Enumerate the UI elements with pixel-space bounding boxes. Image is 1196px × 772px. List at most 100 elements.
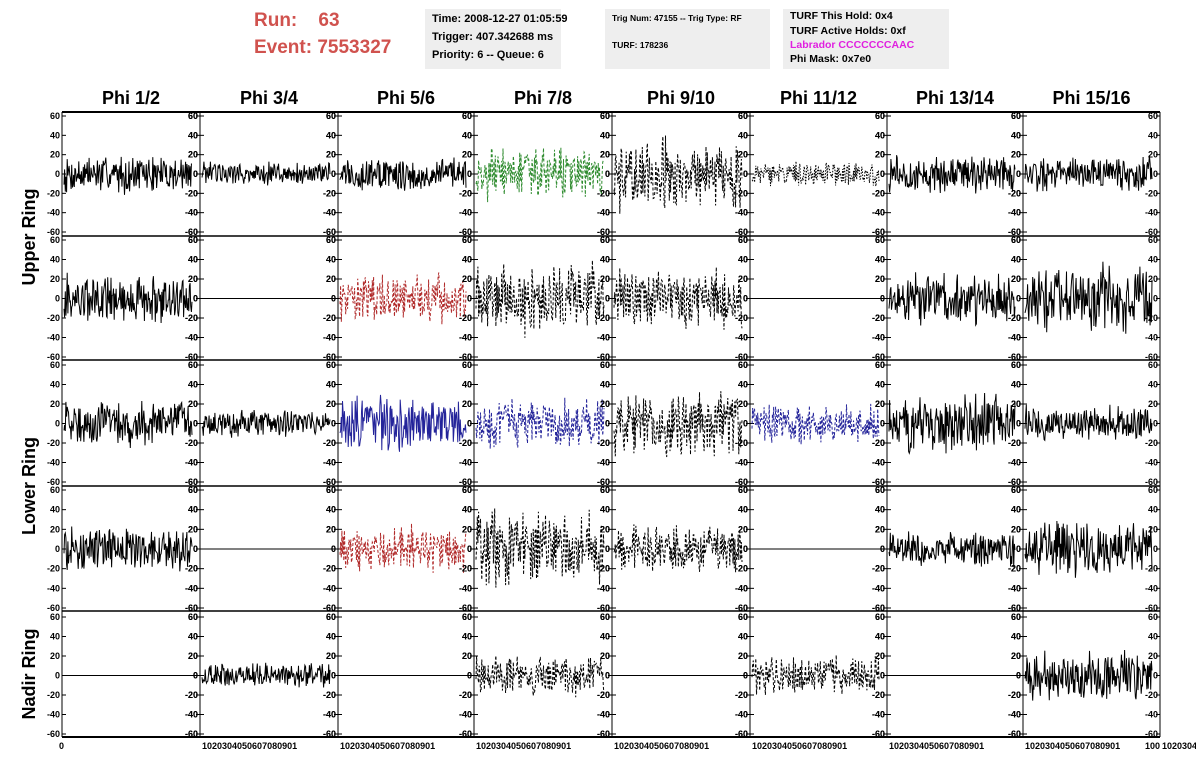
y-tick-label-right: -20 — [1008, 188, 1021, 198]
y-tick-label-right: 0 — [880, 169, 885, 179]
priority-text: Priority: 6 -- Queue: 6 — [432, 49, 544, 61]
y-tick-label-right: 40 — [326, 380, 336, 390]
y-tick-label-left: 40 — [462, 130, 472, 140]
y-tick-label-right: 40 — [326, 632, 336, 642]
y-tick-label-left: -40 — [323, 710, 336, 720]
y-tick-label-right: -40 — [323, 208, 336, 218]
time-info-box: Time: 2008-12-27 01:05:59 Trigger: 407.3… — [425, 9, 568, 69]
waveform-trace — [63, 400, 193, 449]
y-tick-label-right: 20 — [462, 150, 472, 160]
y-tick-label-left: -20 — [47, 690, 60, 700]
column-title: Phi 7/8 — [513, 88, 573, 108]
y-tick-label-right: 20 — [462, 274, 472, 284]
y-tick-label-right: 40 — [462, 632, 472, 642]
y-tick-label-right: -60 — [323, 603, 336, 613]
y-tick-label-left: 20 — [738, 274, 748, 284]
column-title: Phi 3/4 — [239, 88, 299, 108]
y-tick-label-left: 40 — [50, 380, 60, 390]
y-tick-label-left: -20 — [597, 313, 610, 323]
y-tick-label-right: -40 — [1008, 333, 1021, 343]
y-tick-label-left: -20 — [735, 313, 748, 323]
turf-info-box: TURF This Hold: 0x4 TURF Active Holds: 0… — [783, 9, 949, 69]
y-tick-label-right: 0 — [331, 671, 336, 681]
y-tick-label-right: -40 — [597, 583, 610, 593]
y-tick-label-left: 40 — [875, 380, 885, 390]
y-tick-label-left: 40 — [326, 505, 336, 515]
y-tick-label-left: -20 — [735, 564, 748, 574]
y-tick-label-right: 60 — [1011, 612, 1021, 622]
y-tick-label-right: 60 — [462, 360, 472, 370]
y-tick-label-left: 0 — [605, 294, 610, 304]
waveform-trace — [475, 655, 605, 698]
y-tick-label-right: 40 — [188, 255, 198, 265]
y-tick-label-left: -40 — [735, 333, 748, 343]
y-tick-label-right: 60 — [1011, 235, 1021, 245]
y-tick-label-left: 60 — [462, 111, 472, 121]
waveform-trace — [751, 403, 880, 445]
y-tick-label-right: -60 — [872, 477, 885, 487]
y-tick-label-right: 0 — [1153, 419, 1158, 429]
y-tick-label-right: 60 — [326, 485, 336, 495]
y-tick-label-right: 40 — [1011, 505, 1021, 515]
y-tick-label-right: 40 — [188, 380, 198, 390]
y-tick-label-right: 20 — [462, 651, 472, 661]
y-tick-label-right: 60 — [188, 485, 198, 495]
y-tick-label-right: 20 — [875, 524, 885, 534]
y-tick-label-right: -60 — [1008, 729, 1021, 739]
y-tick-label-left: 60 — [50, 485, 60, 495]
y-tick-label-left: -40 — [47, 710, 60, 720]
y-tick-label-left: -40 — [323, 208, 336, 218]
y-tick-label-right: 20 — [1148, 524, 1158, 534]
y-tick-label-left: -20 — [597, 188, 610, 198]
y-tick-label-left: 20 — [1011, 524, 1021, 534]
y-tick-label-left: -60 — [323, 603, 336, 613]
phi-mask-text: Phi Mask: 0x7e0 — [790, 53, 872, 65]
y-tick-label-left: 60 — [462, 235, 472, 245]
y-tick-label-left: 40 — [1011, 505, 1021, 515]
y-tick-label-left: -20 — [1008, 690, 1021, 700]
y-tick-label-left: 40 — [188, 505, 198, 515]
y-tick-label-left: 20 — [462, 399, 472, 409]
y-tick-label-left: 60 — [50, 111, 60, 121]
y-tick-label-right: -20 — [459, 690, 472, 700]
y-tick-label-right: 40 — [600, 380, 610, 390]
y-tick-label-right: -20 — [1008, 690, 1021, 700]
y-tick-label-left: -40 — [872, 333, 885, 343]
y-tick-label-left: 0 — [193, 294, 198, 304]
y-tick-label-right: 0 — [331, 169, 336, 179]
y-tick-label-left: -40 — [872, 208, 885, 218]
y-tick-label-left: -40 — [1008, 458, 1021, 468]
y-tick-label-left: 20 — [738, 150, 748, 160]
y-tick-label-left: 40 — [1011, 632, 1021, 642]
y-tick-label-left: -20 — [185, 188, 198, 198]
y-tick-label-left: 20 — [600, 524, 610, 534]
y-tick-label-right: 40 — [1011, 130, 1021, 140]
y-tick-label-left: 60 — [600, 612, 610, 622]
y-tick-label-right: -20 — [459, 438, 472, 448]
y-tick-label-right: 60 — [188, 612, 198, 622]
y-tick-label-left: 20 — [462, 524, 472, 534]
waveform-trace — [339, 157, 467, 191]
y-tick-label-left: 40 — [600, 130, 610, 140]
y-tick-label-right: -20 — [597, 690, 610, 700]
y-tick-label-left: 40 — [738, 255, 748, 265]
y-tick-label-right: 40 — [462, 505, 472, 515]
y-tick-label-left: 0 — [880, 544, 885, 554]
y-tick-label-right: -60 — [185, 729, 198, 739]
y-tick-label-left: 20 — [188, 399, 198, 409]
y-tick-label-left: 20 — [188, 651, 198, 661]
y-tick-label-left: -20 — [323, 564, 336, 574]
y-tick-label-right: 20 — [1148, 399, 1158, 409]
y-tick-label-right: 40 — [738, 380, 748, 390]
waveform-trace — [475, 147, 605, 203]
y-tick-label-left: 0 — [743, 169, 748, 179]
y-tick-label-left: 0 — [880, 419, 885, 429]
y-tick-label-right: 40 — [875, 380, 885, 390]
y-tick-label-left: -60 — [323, 729, 336, 739]
y-tick-label-left: -60 — [597, 227, 610, 237]
y-tick-label-right: -60 — [872, 227, 885, 237]
y-tick-label-left: 0 — [1016, 169, 1021, 179]
y-tick-label-left: 20 — [326, 150, 336, 160]
y-tick-label-right: 20 — [600, 524, 610, 534]
